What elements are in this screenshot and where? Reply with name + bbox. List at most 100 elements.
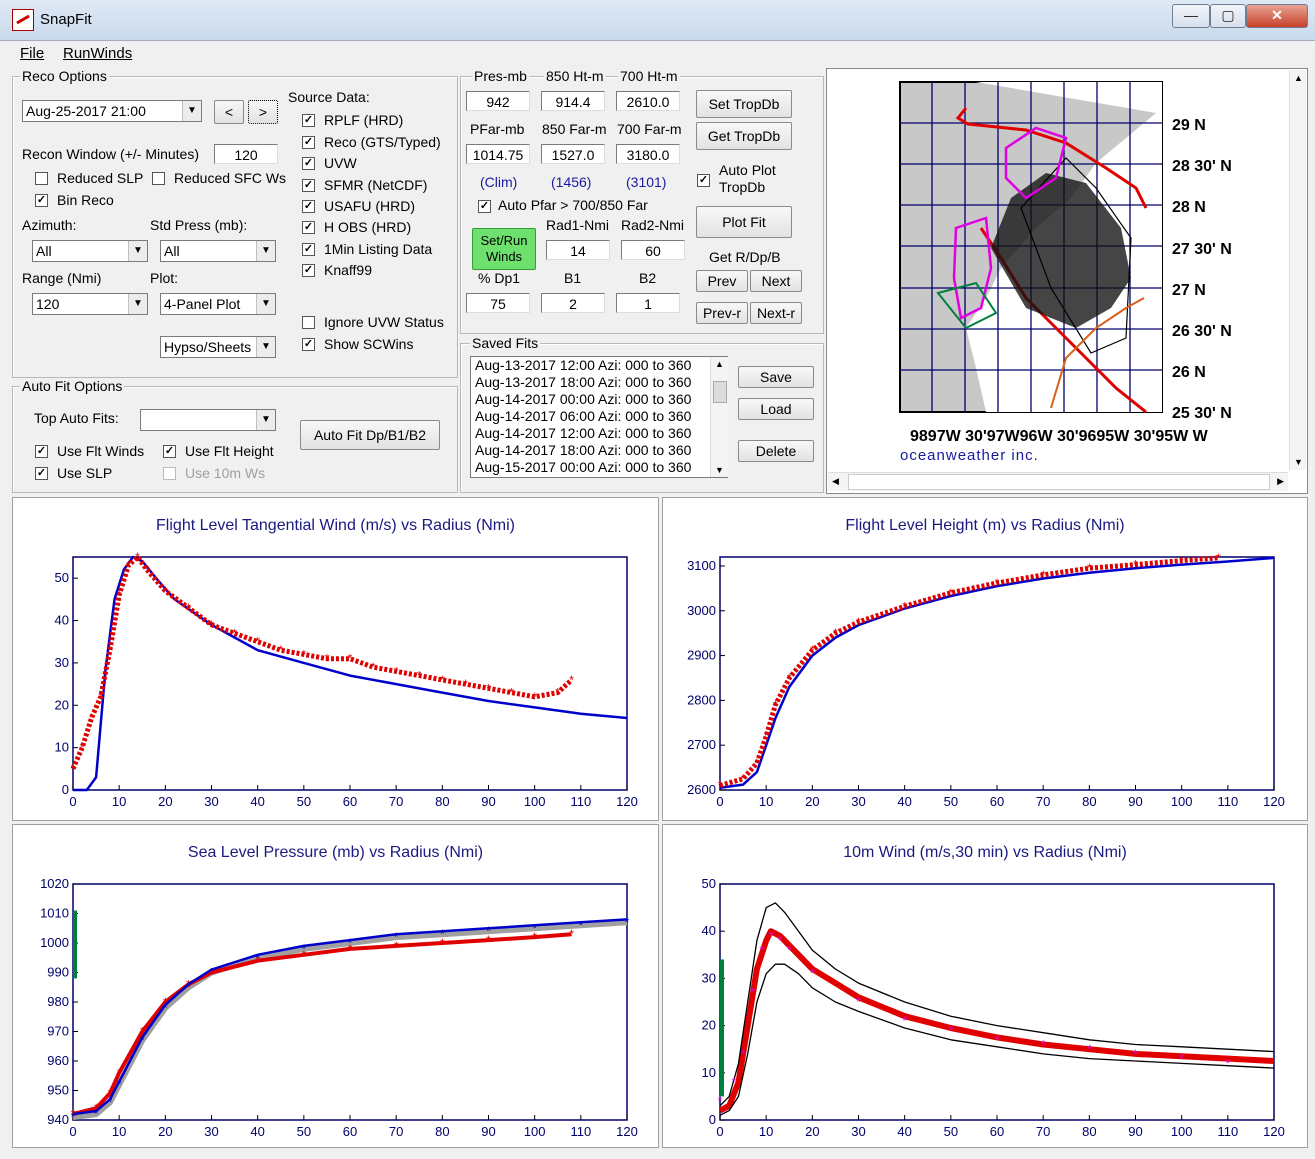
- dp1-input[interactable]: 75: [466, 293, 530, 313]
- f850-input[interactable]: 1527.0: [541, 144, 605, 164]
- delete-button[interactable]: Delete: [738, 440, 814, 462]
- data-point: *: [569, 673, 574, 687]
- b2-input[interactable]: 1: [616, 293, 680, 313]
- set-tropdb-button[interactable]: Set TropDb: [696, 90, 792, 118]
- x-tick-label: 100: [524, 1124, 546, 1139]
- h700-input[interactable]: 2610.0: [616, 91, 680, 111]
- map-hscrollbar[interactable]: ◀ ▶: [828, 472, 1288, 491]
- rad1-input[interactable]: 14: [546, 240, 610, 260]
- menu-runwinds[interactable]: RunWinds: [63, 45, 133, 62]
- close-button[interactable]: ✕: [1246, 4, 1308, 28]
- scroll-down-icon[interactable]: ▼: [715, 465, 724, 475]
- data-point: *: [1133, 1047, 1138, 1061]
- datetime-select[interactable]: Aug-25-2017 21:00 ▼: [22, 100, 202, 122]
- minimize-button[interactable]: —: [1172, 4, 1210, 28]
- next-button[interactable]: Next: [750, 270, 802, 292]
- hscroll-thumb[interactable]: [848, 474, 1270, 490]
- series-line: [719, 556, 1275, 790]
- list-item[interactable]: Aug-14-2017 12:00 Azi: 000 to 360: [475, 425, 692, 441]
- prev-r-button[interactable]: Prev-r: [696, 302, 748, 324]
- y-tick-label: 1000: [40, 935, 69, 950]
- data-point: *: [163, 584, 168, 598]
- chart-title: Flight Level Tangential Wind (m/s) vs Ra…: [156, 517, 515, 534]
- use-flt-winds-checkbox[interactable]: ✓: [35, 445, 48, 458]
- save-button[interactable]: Save: [738, 366, 814, 388]
- data-point: *: [108, 643, 113, 657]
- data-point: *: [135, 550, 140, 564]
- pfar-input[interactable]: 1014.75: [466, 144, 530, 164]
- y-tick-label: 20: [702, 1018, 716, 1033]
- show-scwins-checkbox[interactable]: ✓: [302, 338, 315, 351]
- recon-flight-paths-outline: [1020, 157, 1132, 354]
- map-vscrollbar[interactable]: ▲ ▼: [1289, 70, 1306, 470]
- use-flt-height-checkbox[interactable]: ✓: [163, 445, 176, 458]
- list-item[interactable]: Aug-14-2017 06:00 Azi: 000 to 360: [475, 408, 692, 424]
- load-button[interactable]: Load: [738, 398, 814, 420]
- brand-label: oceanweather inc.: [900, 447, 1039, 464]
- azimuth-select[interactable]: All ▼: [32, 240, 148, 262]
- source-sfmr-checkbox[interactable]: ✓: [302, 179, 315, 192]
- x-tick-label: 110: [570, 794, 591, 809]
- lat-label: 28 N: [1172, 199, 1206, 216]
- b1-input[interactable]: 2: [541, 293, 605, 313]
- recon-window-input[interactable]: 120: [214, 144, 278, 164]
- data-point: *: [741, 1047, 746, 1061]
- use-slp-checkbox[interactable]: ✓: [35, 467, 48, 480]
- pres-input[interactable]: 942: [466, 91, 530, 111]
- auto-plot-checkbox[interactable]: ✓: [697, 174, 710, 187]
- y-tick-label: 10: [55, 740, 69, 755]
- source-reco-checkbox[interactable]: ✓: [302, 136, 315, 149]
- prev-time-button[interactable]: <: [214, 100, 244, 124]
- list-item[interactable]: Aug-14-2017 18:00 Azi: 000 to 360: [475, 442, 692, 458]
- menu-file[interactable]: File: [20, 45, 45, 62]
- next-r-button[interactable]: Next-r: [750, 302, 802, 324]
- use-10m-checkbox[interactable]: [163, 467, 176, 480]
- auto-pfar-checkbox[interactable]: ✓: [478, 200, 491, 213]
- bin-reco-checkbox[interactable]: ✓: [35, 194, 48, 207]
- scroll-up-icon[interactable]: ▲: [1294, 73, 1303, 83]
- plot-fit-button[interactable]: Plot Fit: [696, 206, 792, 238]
- saved-fits-list[interactable]: Aug-13-2017 12:00 Azi: 000 to 360 Aug-13…: [470, 356, 728, 478]
- y-tick-label: 50: [55, 570, 69, 585]
- plot-select[interactable]: 4-Panel Plot ▼: [160, 293, 276, 315]
- maximize-button[interactable]: ▢: [1210, 4, 1246, 28]
- saved-fits-scrollbar[interactable]: ▲ ▼: [710, 357, 728, 477]
- stdpress-select[interactable]: All ▼: [160, 240, 276, 262]
- list-item[interactable]: Aug-14-2017 00:00 Azi: 000 to 360: [475, 391, 692, 407]
- list-item[interactable]: Aug-15-2017 00:00 Azi: 000 to 360: [475, 459, 692, 475]
- range-select[interactable]: 120 ▼: [32, 293, 148, 315]
- scroll-right-icon[interactable]: ▶: [1277, 476, 1284, 486]
- x-tick-label: 0: [69, 1124, 76, 1139]
- h850-input[interactable]: 914.4: [541, 91, 605, 111]
- ignore-uvw-checkbox[interactable]: [302, 316, 315, 329]
- get-tropdb-button[interactable]: Get TropDb: [696, 122, 792, 150]
- source-uvw-checkbox[interactable]: ✓: [302, 157, 315, 170]
- list-item[interactable]: Aug-13-2017 12:00 Azi: 000 to 360: [475, 357, 692, 373]
- data-point: *: [108, 1086, 113, 1100]
- scroll-left-icon[interactable]: ◀: [832, 476, 839, 486]
- hypso-select[interactable]: Hypso/Sheets ▼: [160, 336, 276, 358]
- list-item[interactable]: Aug-13-2017 18:00 Azi: 000 to 360: [475, 374, 692, 390]
- data-point: *: [348, 936, 353, 950]
- scroll-up-icon[interactable]: ▲: [715, 359, 724, 369]
- source-usafu-checkbox[interactable]: ✓: [302, 200, 315, 213]
- scroll-down-icon[interactable]: ▼: [1294, 457, 1303, 467]
- reduced-sfc-checkbox[interactable]: [152, 172, 165, 185]
- auto-fit-button[interactable]: Auto Fit Dp/B1/B2: [300, 420, 440, 450]
- scroll-thumb[interactable]: [713, 381, 727, 403]
- source-1min-checkbox[interactable]: ✓: [302, 243, 315, 256]
- prev-button[interactable]: Prev: [696, 270, 748, 292]
- rad2-input[interactable]: 60: [621, 240, 685, 260]
- series-line: [719, 902, 1275, 1107]
- top-auto-fits-select[interactable]: ▼: [140, 409, 276, 431]
- set-run-winds-button[interactable]: Set/Run Winds: [472, 228, 536, 270]
- data-point: *: [532, 930, 537, 944]
- source-rplf-checkbox[interactable]: ✓: [302, 114, 315, 127]
- f700-input[interactable]: 3180.0: [616, 144, 680, 164]
- next-time-button[interactable]: >: [248, 100, 278, 124]
- data-point: *: [301, 647, 306, 661]
- source-knaff-checkbox[interactable]: ✓: [302, 264, 315, 277]
- 10m-wind-chart: 0 10 20 30 40 50 60 70 80 90 100 110 120 0 10 20 30 40 50 *…: [702, 876, 1285, 1139]
- reduced-slp-checkbox[interactable]: [35, 172, 48, 185]
- source-hobs-checkbox[interactable]: ✓: [302, 221, 315, 234]
